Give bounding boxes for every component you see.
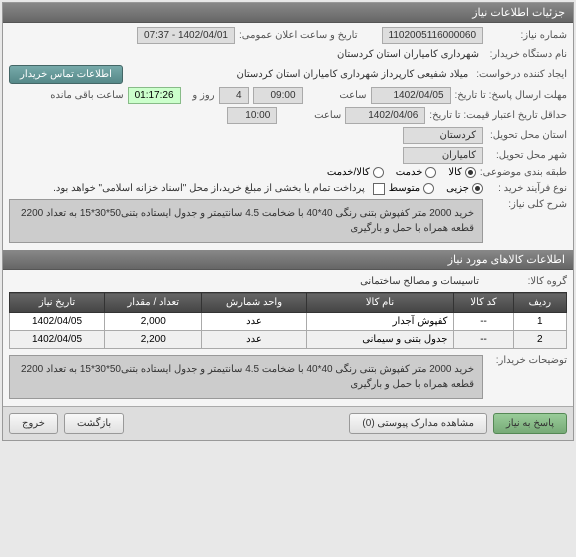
- row-province: استان محل تحویل: کردستان: [9, 127, 567, 144]
- announce-label: تاریخ و ساعت اعلان عمومی:: [239, 30, 358, 41]
- cell: عدد: [202, 313, 306, 331]
- main-header: جزئیات اطلاعات نیاز: [3, 3, 573, 23]
- time-remaining: 01:17:26: [128, 87, 181, 104]
- reply-button[interactable]: پاسخ به نیاز: [493, 413, 567, 434]
- row-desc: شرح کلی نیاز: خرید 2000 متر کفپوش بتنی ر…: [9, 199, 567, 243]
- notes-text: خرید 2000 متر کفپوش بتنی رنگی 40*40 با ض…: [9, 355, 483, 399]
- desc-text: خرید 2000 متر کفپوش بتنی رنگی 40*40 با ض…: [9, 199, 483, 243]
- category-radios: کالا خدمت کالا/خدمت: [327, 167, 476, 178]
- payment-note: پرداخت تمام یا بخشی از مبلغ خرید،از محل …: [49, 181, 369, 196]
- creator-label: ایجاد کننده درخواست:: [476, 69, 567, 80]
- radio-dot-both: [373, 167, 384, 178]
- items-table: ردیف کد کالا نام کالا واحد شمارش تعداد /…: [9, 292, 567, 349]
- cell: 1: [513, 313, 566, 331]
- row-process: نوع فرآیند خرید : جزیی متوسط پرداخت تمام…: [9, 181, 567, 196]
- row-category: طبقه بندی موضوعی: کالا خدمت کالا/خدمت: [9, 167, 567, 178]
- buyer-value: شهرداری کامیاران استان کردستان: [333, 47, 483, 62]
- back-button[interactable]: بازگشت: [64, 413, 124, 434]
- category-label: طبقه بندی موضوعی:: [480, 167, 567, 178]
- days-label: روز و: [185, 90, 215, 101]
- payment-checkbox[interactable]: [373, 183, 385, 195]
- radio-dot-goods: [465, 167, 476, 178]
- row-city: شهر محل تحویل: کامیاران: [9, 147, 567, 164]
- row-deadline: مهلت ارسال پاسخ: تا تاریخ: 1402/04/05 سا…: [9, 87, 567, 104]
- deadline-label: مهلت ارسال پاسخ: تا تاریخ:: [455, 90, 567, 101]
- radio-both-label: کالا/خدمت: [327, 167, 370, 178]
- number-label: شماره نیاز:: [487, 30, 567, 41]
- cell: 1402/04/05: [10, 331, 105, 349]
- th-4: تعداد / مقدار: [105, 293, 202, 313]
- items-header: اطلاعات کالاهای مورد نیاز: [3, 250, 573, 270]
- button-bar: پاسخ به نیاز مشاهده مدارک پیوستی (0) باز…: [3, 406, 573, 440]
- radio-service-label: خدمت: [396, 167, 423, 178]
- validity-date: 1402/04/06: [345, 107, 425, 124]
- radio-goods-label: کالا: [448, 167, 462, 178]
- cell: 1402/04/05: [10, 313, 105, 331]
- cell: جدول بتنی و سیمانی: [306, 331, 454, 349]
- cell: کفپوش آجدار: [306, 313, 454, 331]
- cell: --: [454, 313, 513, 331]
- notes-label: توضیحات خریدار:: [487, 355, 567, 366]
- row-validity: حداقل تاریخ اعتبار قیمت: تا تاریخ: 1402/…: [9, 107, 567, 124]
- process-label: نوع فرآیند خرید :: [487, 183, 567, 194]
- radio-low[interactable]: جزیی: [446, 183, 483, 194]
- cell: 2: [513, 331, 566, 349]
- table-header-row: ردیف کد کالا نام کالا واحد شمارش تعداد /…: [10, 293, 567, 313]
- province-label: استان محل تحویل:: [487, 130, 567, 141]
- days-value: 4: [219, 87, 249, 104]
- announce-field: 1402/04/01 - 07:37: [137, 27, 235, 44]
- items-body: گروه کالا: تاسیسات و مصالح ساختمانی ردیف…: [3, 270, 573, 406]
- validity-label: حداقل تاریخ اعتبار قیمت: تا تاریخ:: [429, 110, 567, 121]
- cell: عدد: [202, 331, 306, 349]
- table-row[interactable]: 1 -- کفپوش آجدار عدد 2,000 1402/04/05: [10, 313, 567, 331]
- row-notes: توضیحات خریدار: خرید 2000 متر کفپوش بتنی…: [9, 355, 567, 399]
- remain-label: ساعت باقی مانده: [50, 90, 123, 101]
- exit-button[interactable]: خروج: [9, 413, 58, 434]
- contact-button[interactable]: اطلاعات تماس خریدار: [9, 65, 123, 84]
- row-buyer: نام دستگاه خریدار: شهرداری کامیاران استا…: [9, 47, 567, 62]
- radio-dot-low: [472, 183, 483, 194]
- radio-both[interactable]: کالا/خدمت: [327, 167, 384, 178]
- radio-low-label: جزیی: [446, 183, 469, 194]
- radio-mid-label: متوسط: [389, 183, 420, 194]
- th-1: کد کالا: [454, 293, 513, 313]
- details-body: شماره نیاز: 1102005116000060 تاریخ و ساع…: [3, 23, 573, 250]
- desc-label: شرح کلی نیاز:: [487, 199, 567, 210]
- number-field: 1102005116000060: [382, 27, 484, 44]
- row-group: گروه کالا: تاسیسات و مصالح ساختمانی: [9, 274, 567, 289]
- th-0: ردیف: [513, 293, 566, 313]
- radio-dot-mid: [423, 183, 434, 194]
- radio-service[interactable]: خدمت: [396, 167, 437, 178]
- deadline-time: 09:00: [253, 87, 303, 104]
- attachments-button[interactable]: مشاهده مدارک پیوستی (0): [349, 413, 487, 434]
- th-2: نام کالا: [306, 293, 454, 313]
- main-panel: جزئیات اطلاعات نیاز شماره نیاز: 11020051…: [2, 2, 574, 441]
- validity-time: 10:00: [227, 107, 277, 124]
- province-value: کردستان: [403, 127, 483, 144]
- radio-goods[interactable]: کالا: [448, 167, 476, 178]
- city-value: کامیاران: [403, 147, 483, 164]
- th-3: واحد شمارش: [202, 293, 306, 313]
- row-number: شماره نیاز: 1102005116000060 تاریخ و ساع…: [9, 27, 567, 44]
- creator-value: میلاد شفیعی کارپرداز شهرداری کامیاران اس…: [233, 67, 473, 82]
- buyer-label: نام دستگاه خریدار:: [487, 49, 567, 60]
- group-label: گروه کالا:: [487, 276, 567, 287]
- radio-dot-service: [425, 167, 436, 178]
- th-5: تاریخ نیاز: [10, 293, 105, 313]
- city-label: شهر محل تحویل:: [487, 150, 567, 161]
- row-creator: ایجاد کننده درخواست: میلاد شفیعی کارپردا…: [9, 65, 567, 84]
- cell: --: [454, 331, 513, 349]
- group-value: تاسیسات و مصالح ساختمانی: [356, 274, 483, 289]
- validity-time-label: ساعت: [281, 110, 341, 121]
- table-row[interactable]: 2 -- جدول بتنی و سیمانی عدد 2,200 1402/0…: [10, 331, 567, 349]
- process-radios: جزیی متوسط: [389, 183, 483, 194]
- cell: 2,000: [105, 313, 202, 331]
- deadline-time-label: ساعت: [307, 90, 367, 101]
- cell: 2,200: [105, 331, 202, 349]
- deadline-date: 1402/04/05: [371, 87, 451, 104]
- radio-mid[interactable]: متوسط: [389, 183, 434, 194]
